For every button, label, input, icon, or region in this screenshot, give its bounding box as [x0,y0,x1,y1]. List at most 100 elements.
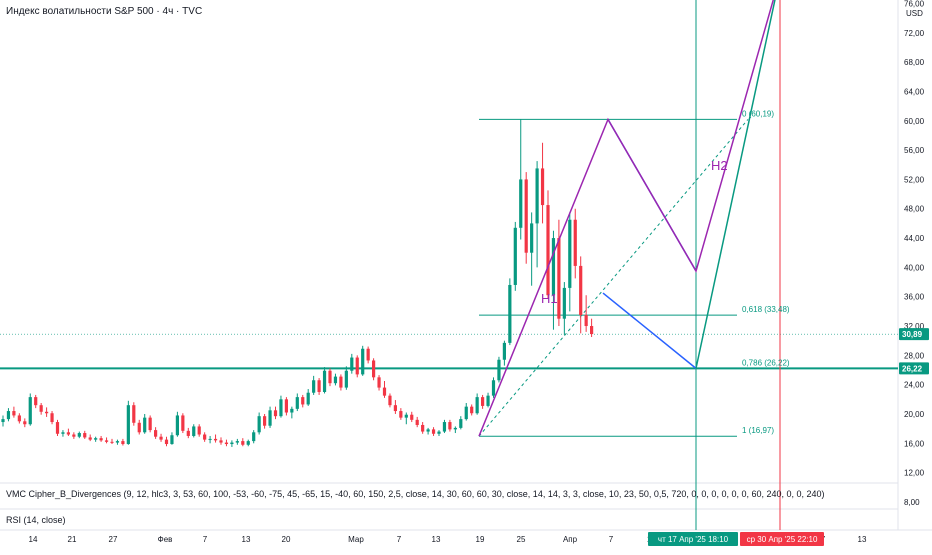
fib-level-label: 0 (60,19) [742,109,774,118]
date-label-box [648,532,738,546]
candle-body [579,265,583,316]
candle-body [137,422,141,433]
y-tick-label: 52,00 [904,175,925,184]
currency-label: USD [906,9,923,18]
price-label-text: 30,89 [902,330,923,339]
candle-body [393,405,397,412]
candle-body [273,410,278,417]
candle-body [464,406,468,420]
x-tick-label: 13 [242,535,251,544]
date-label-box [740,532,824,546]
y-tick-label: 24,00 [904,381,925,390]
candle-body [431,429,436,434]
candle-body [377,377,381,388]
candle-body [34,397,38,406]
candle-body [39,405,43,412]
candle-body [524,179,528,253]
wave-label: H1 [541,291,558,306]
candle-body [399,411,403,418]
candle-body [486,395,490,406]
vmc-indicator-label[interactable]: VMC Cipher_B_Divergences (9, 12, hlc3, 3… [6,489,825,499]
candle-body [83,433,87,438]
wedge-lower-line [602,292,697,369]
candle-body [491,380,496,396]
y-tick-label: 72,00 [904,29,925,38]
candle-body [66,432,70,435]
y-tick-label: 12,00 [904,469,925,478]
candle-body [132,405,136,423]
y-tick-label: 32,00 [904,322,925,331]
candle-body [481,397,485,406]
candle-body [442,422,447,432]
candle-body [279,399,283,417]
candle-body [252,432,256,442]
candle-body [99,438,103,441]
candle-body [143,417,147,433]
candle-body [584,315,588,327]
candle-body [322,370,327,392]
y-tick-label: 56,00 [904,146,925,155]
candle-body [1,419,5,423]
candle-body [344,370,348,388]
fib-level-label: 1 (16,97) [742,426,774,435]
candle-body [104,440,109,442]
candle-body [535,168,539,224]
rsi-indicator-label[interactable]: RSI (14, close) [6,515,66,525]
candle-body [508,284,512,343]
candle-body [339,376,343,388]
fib-trend-line [478,119,749,437]
candle-body [257,416,261,433]
candle-body [437,431,441,434]
chart-title: Индекс волатильности S&P 500 · 4ч · TVC [6,6,203,17]
candle-body [77,433,81,437]
candle-body [312,380,316,393]
candle-body [475,397,479,414]
candle-body [55,422,60,434]
candle-body [88,437,92,440]
candle-body [513,227,517,285]
candle-body [448,422,452,430]
y-tick-label: 36,00 [904,293,925,302]
candle-body [186,430,190,436]
x-tick-label: 13 [858,535,867,544]
candle-body [246,441,250,445]
candle-body [197,426,201,435]
candle-body [115,441,120,443]
candle-body [502,342,506,360]
fib-level-label: 0,786 (26,22) [742,358,790,367]
y-tick-label: 60,00 [904,117,925,126]
candle-body [181,415,185,431]
candle-body [426,429,430,432]
candle-body [290,408,294,413]
candle-body [317,380,321,392]
y-tick-label: 40,00 [904,263,925,272]
candle-body [17,415,21,422]
candle-body [301,397,305,405]
candle-body [230,442,234,445]
candle-body [372,360,376,378]
candle-body [235,441,239,443]
fib-level-label: 0,618 (33,48) [742,305,790,314]
candle-body [121,441,125,445]
x-tick-label: 7 [609,535,614,544]
candle-body [208,438,212,440]
candle-body [219,440,223,443]
x-tick-label: Апр [563,535,578,544]
candle-body [590,326,594,335]
candle-body [410,414,414,420]
candle-body [203,434,207,440]
candle-body [164,439,169,445]
candle-body [154,430,158,437]
candle-body [497,359,501,381]
candle-body [148,417,152,431]
candle-body [28,397,32,425]
candle-body [350,357,354,371]
y-tick-label: 48,00 [904,205,925,214]
candle-body [45,411,49,414]
candle-body [170,435,174,445]
candle-body [470,406,474,414]
y-tick-label: 68,00 [904,58,925,67]
x-tick-label: 7 [203,535,208,544]
